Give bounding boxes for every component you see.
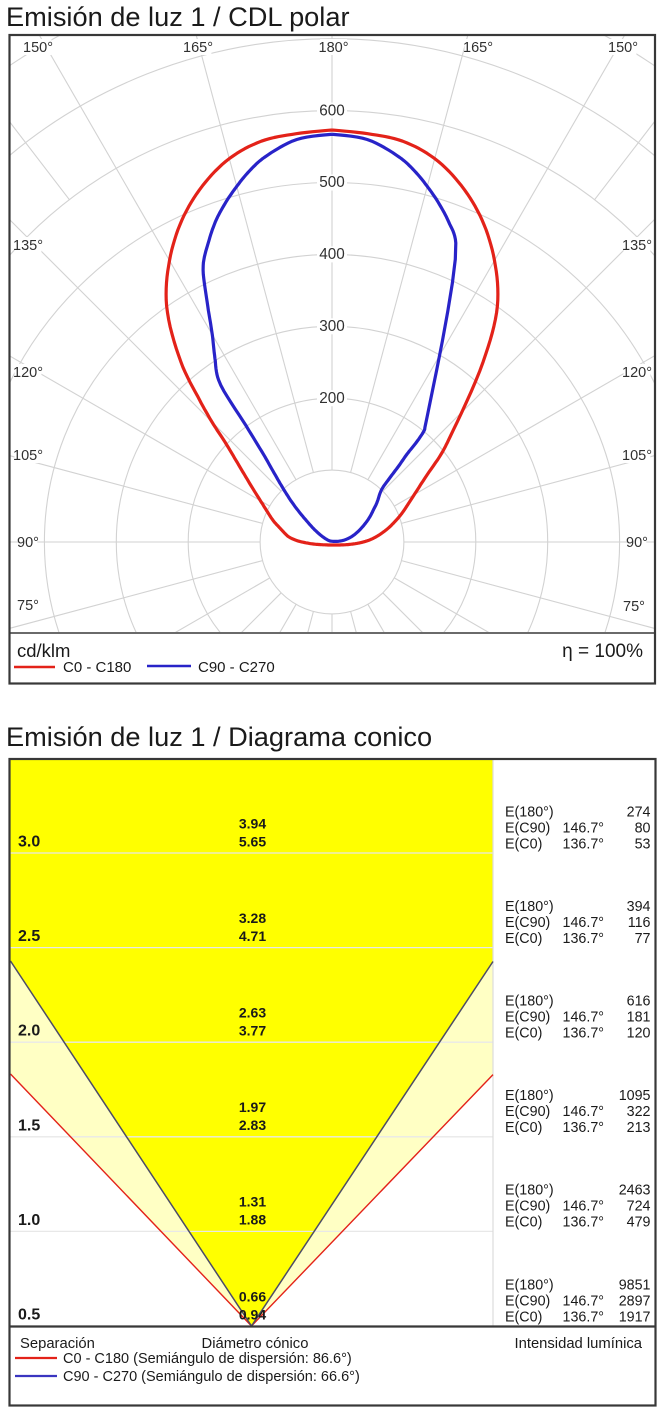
svg-text:η = 100%: η = 100% [562,641,643,662]
svg-text:E(C0): E(C0) [505,1309,542,1325]
svg-text:9851: 9851 [619,1277,651,1293]
svg-text:80: 80 [635,820,651,836]
svg-text:E(C0): E(C0) [505,1026,542,1042]
svg-text:150°: 150° [608,40,638,56]
svg-text:E(C0): E(C0) [505,931,542,947]
svg-text:E(C90): E(C90) [505,1010,550,1026]
svg-text:90°: 90° [626,535,648,551]
svg-text:E(C90): E(C90) [505,820,550,836]
svg-text:E(C0): E(C0) [505,836,542,852]
svg-text:2.0: 2.0 [18,1023,40,1040]
svg-text:479: 479 [627,1215,651,1231]
svg-text:E(C0): E(C0) [505,1215,542,1231]
svg-text:2897: 2897 [619,1293,651,1309]
svg-text:4.71: 4.71 [239,928,266,944]
svg-text:E(C0): E(C0) [505,1120,542,1136]
svg-text:0.94: 0.94 [239,1306,266,1322]
svg-text:2.63: 2.63 [239,1005,266,1021]
svg-text:150°: 150° [23,40,53,56]
svg-text:165°: 165° [183,40,213,56]
svg-text:136.7°: 136.7° [563,1026,605,1042]
svg-text:136.7°: 136.7° [563,1215,605,1231]
svg-text:2.83: 2.83 [239,1117,266,1133]
svg-text:C90 - C270 (Semiángulo de disp: C90 - C270 (Semiángulo de dispersión: 66… [63,1369,360,1385]
svg-text:394: 394 [627,899,651,915]
svg-text:Emisión de luz 1 / Diagrama co: Emisión de luz 1 / Diagrama conico [6,721,432,752]
svg-text:1.31: 1.31 [239,1194,266,1210]
svg-text:146.7°: 146.7° [563,1293,605,1309]
svg-text:2.5: 2.5 [18,928,40,945]
svg-text:213: 213 [627,1120,651,1136]
svg-text:274: 274 [627,804,651,820]
svg-text:181: 181 [627,1010,651,1026]
svg-text:180°: 180° [319,40,349,56]
svg-text:75°: 75° [623,599,645,615]
svg-text:Intensidad lumínica: Intensidad lumínica [515,1336,643,1352]
svg-text:77: 77 [635,931,651,947]
svg-text:2463: 2463 [619,1183,651,1199]
svg-text:136.7°: 136.7° [563,931,605,947]
svg-text:200: 200 [319,390,345,407]
svg-text:Diámetro cónico: Diámetro cónico [202,1336,309,1352]
svg-text:1.88: 1.88 [239,1212,266,1228]
svg-text:116: 116 [628,915,651,931]
svg-text:E(C90): E(C90) [505,1104,550,1120]
svg-text:136.7°: 136.7° [563,836,605,852]
svg-text:1.0: 1.0 [18,1212,40,1229]
svg-text:C0 - C180 (Semiángulo de dispe: C0 - C180 (Semiángulo de dispersión: 86.… [63,1351,352,1367]
svg-text:616: 616 [627,994,651,1010]
svg-text:53: 53 [635,836,651,852]
svg-text:146.7°: 146.7° [563,915,605,931]
svg-text:136.7°: 136.7° [563,1120,605,1136]
svg-text:E(C90): E(C90) [505,1199,550,1215]
svg-text:146.7°: 146.7° [563,1104,605,1120]
svg-text:146.7°: 146.7° [563,1010,605,1026]
svg-text:E(180°): E(180°) [505,1277,554,1293]
svg-text:135°: 135° [13,238,43,254]
svg-text:105°: 105° [622,448,652,464]
svg-text:105°: 105° [13,448,43,464]
svg-text:0.5: 0.5 [18,1307,40,1324]
svg-text:146.7°: 146.7° [563,1199,605,1215]
svg-text:120°: 120° [13,365,43,381]
svg-text:cd/klm: cd/klm [17,640,70,661]
svg-text:C0 - C180: C0 - C180 [63,659,131,676]
svg-text:322: 322 [627,1104,651,1120]
svg-text:600: 600 [319,102,345,119]
svg-text:E(C90): E(C90) [505,1293,550,1309]
svg-text:90°: 90° [17,535,39,551]
svg-text:E(180°): E(180°) [505,804,554,820]
svg-text:135°: 135° [622,238,652,254]
svg-text:5.65: 5.65 [239,833,266,849]
svg-text:1.97: 1.97 [239,1099,266,1115]
svg-text:E(180°): E(180°) [505,994,554,1010]
svg-text:E(180°): E(180°) [505,1088,554,1104]
svg-text:120°: 120° [622,365,652,381]
svg-text:136.7°: 136.7° [563,1309,605,1325]
svg-text:3.28: 3.28 [239,910,266,926]
svg-text:165°: 165° [463,40,493,56]
svg-text:3.0: 3.0 [18,834,40,851]
svg-text:E(180°): E(180°) [505,1183,554,1199]
svg-text:0.66: 0.66 [239,1288,266,1304]
svg-text:E(180°): E(180°) [505,899,554,915]
svg-text:1917: 1917 [619,1309,651,1325]
svg-text:3.77: 3.77 [239,1023,266,1039]
svg-text:500: 500 [319,174,345,191]
svg-text:400: 400 [319,246,345,263]
svg-text:120: 120 [627,1026,651,1042]
svg-text:C90 - C270: C90 - C270 [198,659,275,676]
svg-text:146.7°: 146.7° [563,820,605,836]
svg-text:1095: 1095 [619,1088,651,1104]
svg-text:75°: 75° [17,598,39,614]
svg-text:1.5: 1.5 [18,1117,40,1134]
svg-text:724: 724 [627,1199,651,1215]
svg-text:300: 300 [319,318,345,335]
svg-text:3.94: 3.94 [239,815,266,831]
svg-text:E(C90): E(C90) [505,915,550,931]
svg-text:Separación: Separación [20,1336,95,1352]
svg-text:Emisión de luz 1 / CDL polar: Emisión de luz 1 / CDL polar [6,1,350,32]
